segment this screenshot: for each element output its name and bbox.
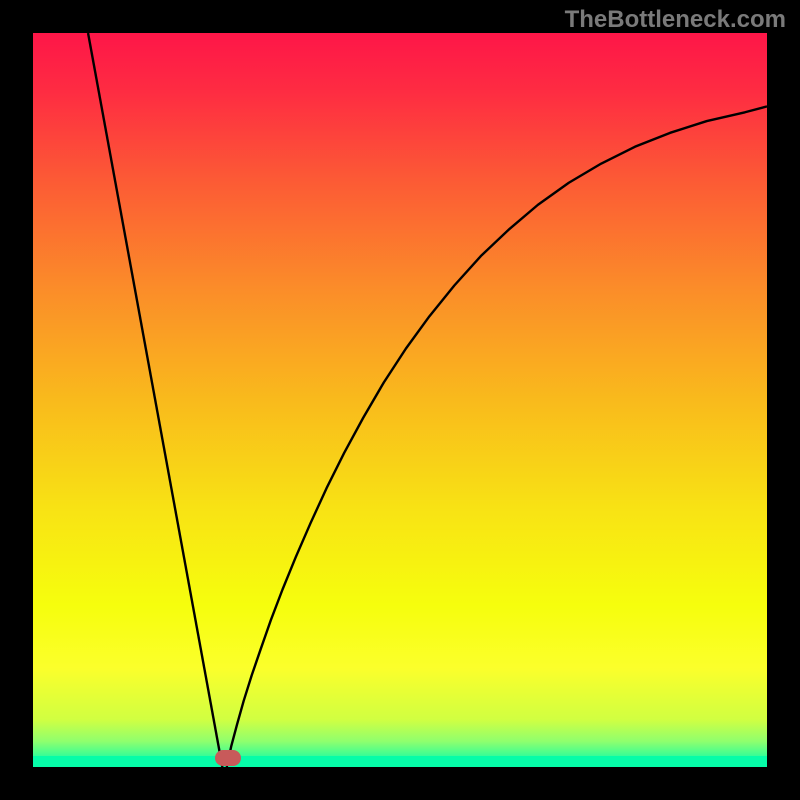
watermark-text: TheBottleneck.com	[565, 6, 786, 34]
left-line	[88, 33, 222, 767]
minimum-marker	[215, 750, 241, 766]
curve-overlay	[33, 33, 767, 767]
right-curve	[227, 106, 767, 767]
plot-area	[33, 33, 767, 767]
